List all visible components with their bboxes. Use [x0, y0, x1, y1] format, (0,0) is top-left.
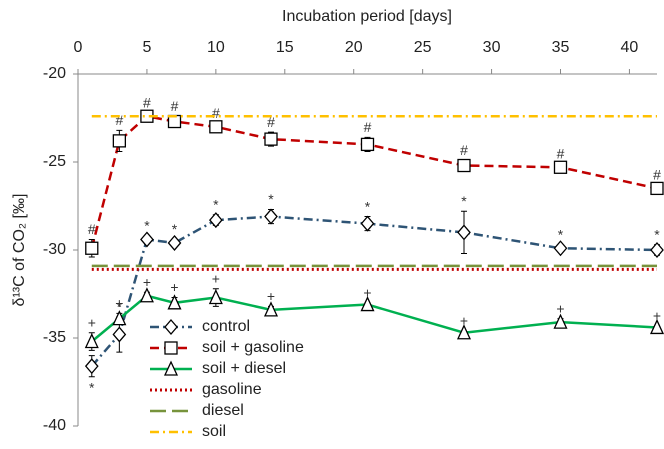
data-point — [209, 212, 223, 229]
y-tick-label: -30 — [43, 241, 66, 258]
significance-label: * — [461, 193, 467, 209]
data-point — [456, 324, 472, 340]
y-tick-label: -35 — [43, 329, 66, 346]
significance-label: * — [89, 379, 95, 395]
data-point — [84, 332, 99, 349]
data-point — [360, 296, 375, 312]
series-line — [90, 114, 658, 249]
significance-label: + — [170, 279, 178, 295]
y-tick-label: -20 — [43, 65, 66, 82]
significance-label: # — [212, 105, 220, 121]
significance-label: * — [172, 221, 178, 237]
legend-label: diesel — [202, 402, 244, 419]
significance-label: + — [460, 313, 468, 329]
data-point — [457, 224, 471, 241]
legend-label: soil + diesel — [202, 360, 286, 377]
legend-label: soil + gasoline — [202, 339, 304, 356]
significance-label: + — [267, 288, 275, 304]
significance-label: + — [212, 270, 220, 286]
significance-label: # — [115, 112, 123, 128]
data-point — [208, 288, 223, 305]
significance-label: + — [143, 274, 151, 290]
data-point — [112, 134, 127, 148]
legend-marker — [164, 341, 178, 355]
data-point — [167, 294, 182, 310]
x-tick-label: 20 — [345, 39, 363, 56]
data-point — [264, 208, 278, 225]
x-tick-label: 30 — [483, 39, 501, 56]
data-point — [139, 287, 154, 303]
x-tick-label: 5 — [142, 39, 151, 56]
significance-label: + — [556, 300, 564, 316]
y-axis-title: δ¹³C of CO₂ [‰] — [11, 194, 28, 307]
legend-marker — [163, 360, 179, 376]
series-line — [90, 294, 658, 343]
data-point — [553, 160, 568, 174]
data-point — [553, 313, 568, 329]
significance-label: + — [653, 307, 661, 323]
y-tick-label: -25 — [43, 153, 66, 170]
data-point — [112, 326, 127, 343]
data-point — [553, 240, 568, 257]
data-point — [457, 158, 471, 173]
significance-label: * — [268, 191, 274, 207]
significance-label: # — [653, 167, 661, 183]
x-tick-label: 25 — [414, 39, 432, 56]
significance-label: * — [654, 226, 660, 242]
data-point — [649, 318, 664, 335]
data-point — [360, 215, 375, 232]
data-point — [360, 137, 375, 152]
data-point — [112, 310, 127, 326]
legend-marker — [164, 319, 178, 335]
data-point — [650, 181, 664, 196]
x-tick-label: 15 — [276, 39, 294, 56]
x-tick-label: 35 — [552, 39, 570, 56]
data-point — [84, 358, 99, 375]
significance-label: # — [88, 221, 96, 237]
x-axis-title: Incubation period [days] — [282, 8, 452, 25]
x-tick-label: 0 — [74, 39, 83, 56]
significance-label: * — [365, 198, 371, 214]
significance-label: # — [460, 142, 468, 158]
significance-label: # — [364, 119, 372, 135]
x-tick-label: 40 — [621, 39, 639, 56]
significance-label: * — [117, 299, 123, 315]
significance-label: # — [143, 94, 151, 110]
data-point — [209, 120, 223, 134]
data-point — [650, 242, 664, 258]
legend-label: soil — [202, 423, 226, 440]
y-tick-label: -40 — [43, 417, 66, 434]
data-point — [264, 132, 278, 146]
significance-label: # — [557, 145, 565, 161]
x-tick-label: 10 — [207, 39, 225, 56]
legend-label: gasoline — [202, 381, 262, 398]
significance-label: * — [144, 218, 150, 234]
significance-label: + — [88, 314, 96, 330]
data-point — [85, 241, 99, 255]
data-point — [140, 231, 154, 248]
legend-label: control — [202, 318, 250, 335]
significance-label: * — [213, 197, 219, 213]
significance-label: + — [115, 295, 123, 311]
significance-label: * — [558, 226, 564, 242]
series-line — [90, 215, 658, 367]
significance-label: + — [363, 285, 371, 301]
data-point — [263, 301, 279, 317]
significance-label: # — [267, 114, 275, 130]
significance-label: # — [171, 98, 179, 114]
data-point — [167, 234, 182, 251]
